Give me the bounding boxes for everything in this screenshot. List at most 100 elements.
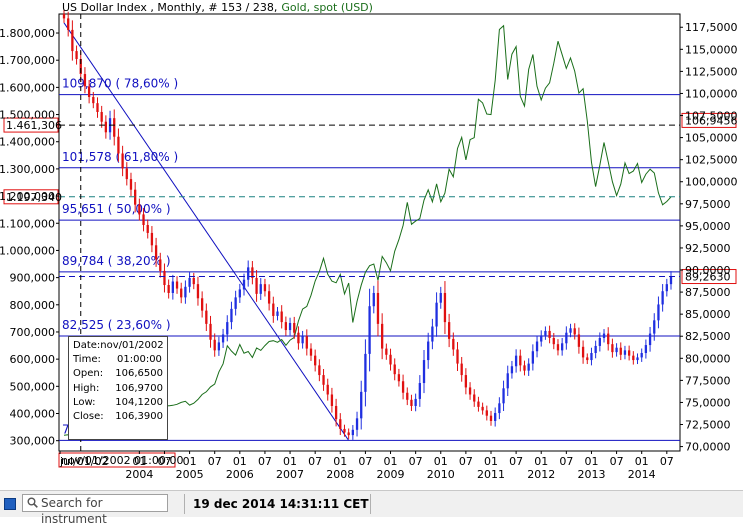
tooltip-open: 106,6500 (115, 368, 163, 380)
candle-body (552, 337, 555, 345)
candle-body (447, 322, 451, 339)
candle-body (406, 392, 409, 400)
left-axis-label: 1.600,000 (0, 81, 55, 94)
x-axis-label: 07 (157, 455, 171, 468)
candle-body (527, 363, 530, 371)
left-axis-label: 400,000 (10, 407, 56, 420)
fibonacci-levels: 109,870 ( 78,60% ) 101,578 ( 61,80% ) 95,6… (59, 22, 680, 441)
right-axis-label: 82,5000 (685, 330, 731, 343)
right-axis-label: 72,5000 (685, 419, 731, 432)
axes: 1.800,000 1.700,000 1.600,000 1.500,000 1.40… (0, 21, 738, 481)
fib-level-label: 109,870 ( 78,60% ) (62, 77, 178, 91)
left-axis-label: 1.700,000 (0, 54, 55, 67)
candle-body (318, 365, 321, 376)
candle-body (167, 285, 170, 293)
candle-body (422, 360, 426, 384)
left-axis-label: 1.300,000 (0, 163, 55, 176)
fib-trend-line (63, 22, 350, 441)
x-axis-label: 01 (233, 455, 247, 468)
candle-body (665, 284, 668, 292)
left-marker-box (3, 117, 59, 133)
candle-body (134, 189, 137, 205)
candle-body (83, 74, 87, 87)
right-marker-box (681, 112, 737, 128)
candle-body (456, 349, 459, 364)
candle-body (498, 403, 501, 414)
candle-body (272, 303, 275, 316)
candle-body (481, 406, 484, 411)
candle-body (196, 284, 200, 299)
x-axis-label: 07 (509, 455, 523, 468)
candle-body (288, 322, 292, 331)
x-axis-label: 01 (132, 455, 146, 468)
candle-body (221, 334, 225, 343)
x-axis-label: 01 (333, 455, 347, 468)
candle-body (334, 405, 338, 420)
left-axis-label: 600,000 (10, 353, 56, 366)
tooltip-date-label: Date: (73, 340, 101, 351)
candle-body (435, 302, 438, 327)
candle-body (142, 214, 145, 225)
candle-body (92, 96, 95, 104)
left-marker-label: 1.197,340 (6, 191, 62, 204)
candle-body (230, 308, 233, 323)
left-axis-label: 900,000 (10, 272, 56, 285)
candle-body (238, 289, 241, 298)
candle-body (259, 284, 262, 294)
candle-body (473, 394, 476, 402)
candle-body (100, 111, 103, 122)
candle-body (175, 281, 179, 289)
x-axis-label: 01 (584, 455, 598, 468)
title-overlay: Gold, spot (USD) (281, 1, 373, 14)
x-axis-label: 01 (183, 455, 197, 468)
candle-body (117, 136, 120, 154)
tooltip-close-label: Close: (73, 411, 104, 423)
tooltip-open-label: Open: (73, 368, 104, 380)
candle-body (531, 351, 535, 364)
x-axis-label: 07 (459, 455, 473, 468)
left-axis-label: 1.800,000 (0, 27, 55, 40)
candle-body (443, 292, 447, 323)
candle-body (577, 334, 581, 347)
candle-body (347, 432, 350, 436)
fib-level-label: 101,578 ( 61,80% ) (62, 150, 178, 164)
candle-body (389, 354, 392, 365)
x-axis-label: 07 (610, 455, 624, 468)
candle-body (427, 341, 430, 361)
x-axis-label: 07 (208, 455, 222, 468)
cursor-date-label: nov/01/2002 01:00:00 (61, 454, 184, 467)
usd-index-candles (62, 9, 673, 440)
x-axis-label: 2011 (477, 468, 505, 481)
right-marker-label: 89,2630 (685, 271, 731, 284)
candle-body (293, 322, 296, 333)
candle-body (494, 413, 497, 421)
candle-body (615, 347, 618, 353)
tooltip-low-label: Low: (73, 396, 96, 408)
candle-body (71, 29, 74, 52)
right-axis-label: 70,0000 (685, 441, 731, 454)
candle-body (460, 363, 463, 376)
candle-body (247, 267, 250, 280)
candle-body (217, 342, 221, 351)
right-axis-label: 100,0000 (685, 176, 738, 189)
right-axis-label: 87,5000 (685, 286, 731, 299)
candle-body (381, 323, 384, 349)
candle-body (372, 292, 375, 307)
tooltip-time: 01:00:00 (117, 354, 162, 366)
x-axis-label: 2014 (628, 468, 656, 481)
instrument-color-icon[interactable] (4, 498, 16, 510)
right-axis-label: 102,5000 (685, 154, 738, 167)
left-axis-label: 300,000 (10, 435, 56, 448)
candle-body (439, 292, 442, 303)
candle-body (75, 51, 78, 60)
search-input[interactable]: Search for instrument (22, 494, 168, 526)
candle-body (121, 153, 124, 169)
status-separator (370, 494, 371, 514)
tooltip-date: nov/01/2002 (100, 340, 164, 351)
candle-body (669, 276, 673, 285)
candle-body (581, 346, 585, 358)
candle-body (96, 103, 99, 112)
candle-body (309, 348, 313, 356)
candle-body (401, 381, 405, 393)
x-axis-label: 07 (308, 455, 322, 468)
